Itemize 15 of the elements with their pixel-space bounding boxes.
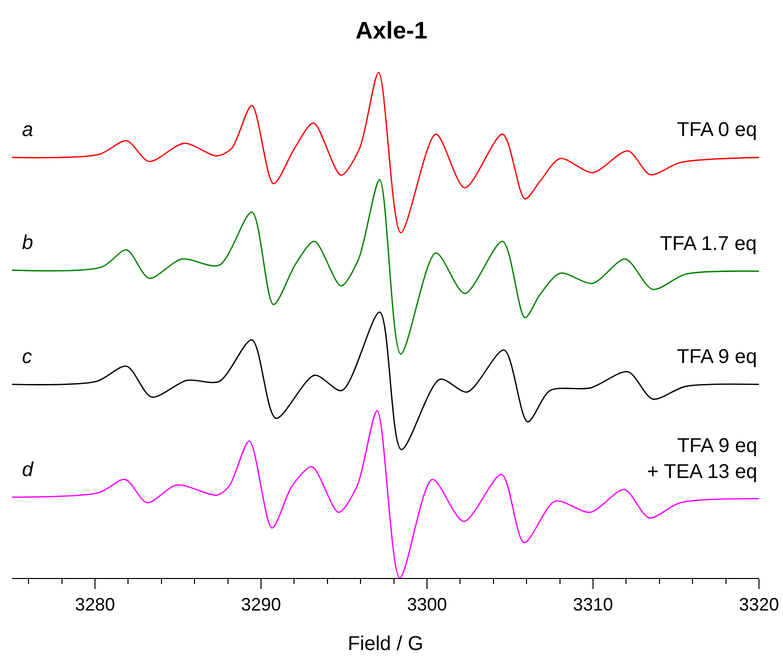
chart-title: Axle-1 — [355, 18, 428, 45]
annotation: a — [22, 119, 34, 141]
x-tick-label: 3320 — [738, 594, 780, 615]
series-label: TFA 9 eq + TEA 13 eq — [647, 435, 758, 483]
x-tick-label: 3310 — [572, 594, 614, 615]
series-label: TFA 0 eq — [677, 119, 758, 141]
series-label: TFA 9 eq — [677, 346, 758, 368]
x-axis-title: Field / G — [348, 633, 424, 656]
series-label: TFA 1.7 eq — [660, 233, 757, 255]
x-tick-label: 3300 — [406, 594, 448, 615]
annotation: c — [22, 346, 32, 368]
annotation: b — [22, 232, 34, 254]
x-tick-label: 3290 — [240, 594, 282, 615]
annotation: d — [22, 459, 34, 481]
x-tick-label: 3280 — [74, 594, 116, 615]
